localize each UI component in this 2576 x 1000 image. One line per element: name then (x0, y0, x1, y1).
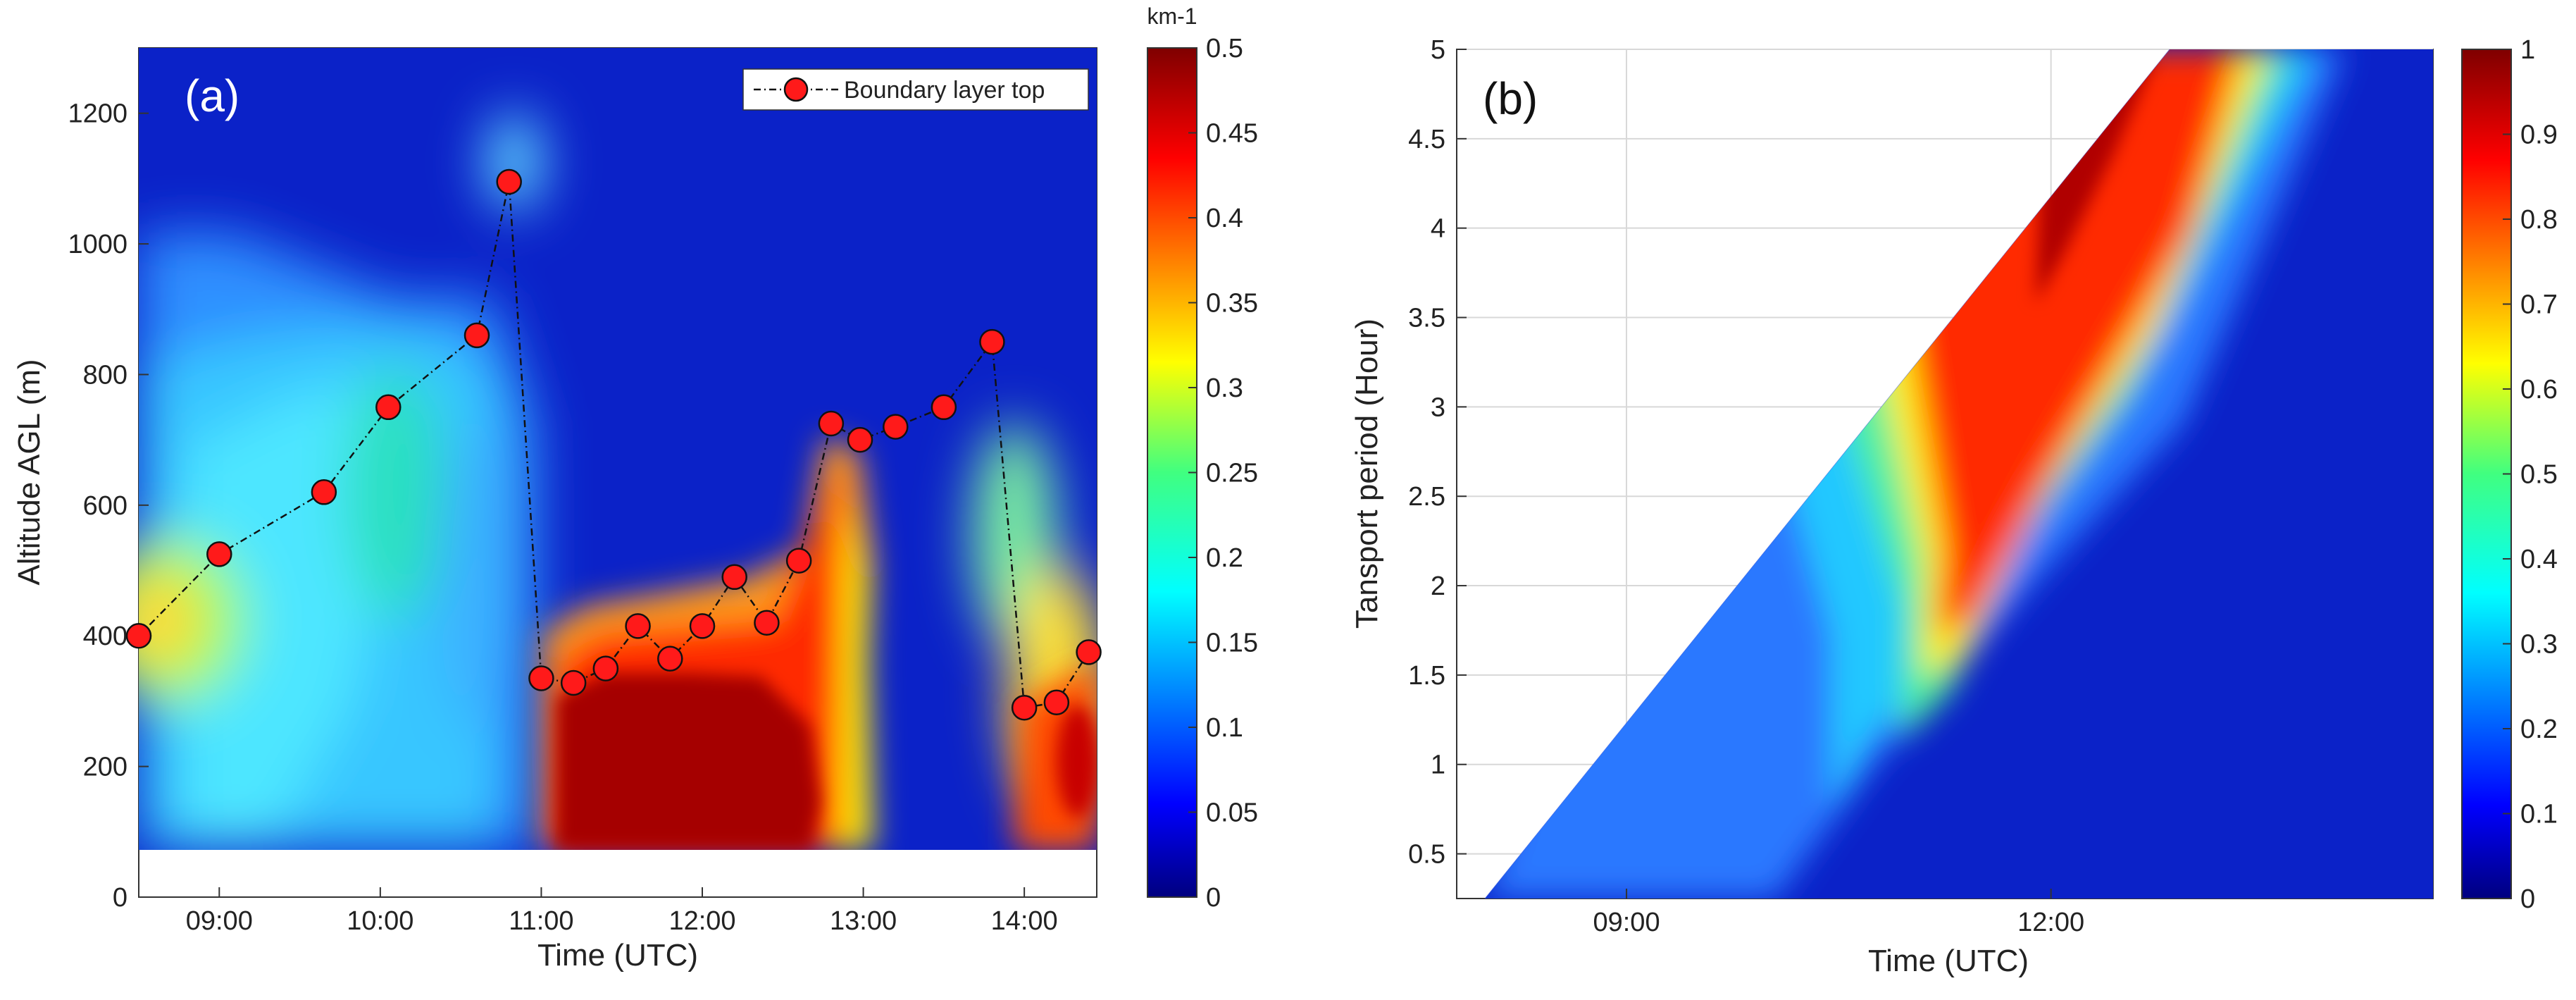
panel-b-colorbar: 0 0.1 0.2 0.3 0.4 0.5 0.6 0.7 0.8 0.9 1 (2461, 35, 2558, 914)
panel-a-ytick-label: 1200 (68, 99, 127, 129)
panel-b-ytick-label: 1 (1431, 751, 1445, 780)
panel-a-ytick-label: 400 (83, 622, 127, 651)
panel-a-legend: Boundary layer top (742, 68, 1089, 111)
boundary-layer-point (528, 665, 554, 691)
panel-a-ytick-label: 1000 (68, 230, 127, 259)
colorbar-a-tick-label: 0.4 (1206, 204, 1243, 233)
panel-a-xtick-label: 09:00 (186, 906, 253, 936)
colorbar-b-tick-label: 1 (2520, 35, 2535, 65)
boundary-layer-point (625, 613, 651, 639)
colorbar-b-tick-label: 0 (2520, 884, 2535, 914)
colorbar-a-tick-label: 0.2 (1206, 543, 1243, 573)
boundary-layer-point (1011, 694, 1038, 721)
boundary-layer-point (125, 622, 152, 649)
boundary-layer-point (1076, 639, 1102, 665)
panel-b-axis-ticks: 09:00 12:00 0.5 1 1.5 2 2.5 3 3.5 4 4.5 5 (1408, 35, 2084, 937)
legend-label: Boundary layer top (844, 77, 1045, 104)
colorbar-a-tick-label: 0.45 (1206, 119, 1258, 149)
panel-b-ylabel: Tansport period (Hour) (1350, 319, 1384, 629)
colorbar-a-tick-label: 0.3 (1206, 374, 1243, 403)
panel-b-ytick-label: 3.5 (1408, 304, 1445, 333)
panel-a-ytick-label: 0 (113, 883, 127, 913)
panel-a-xtick-label: 10:00 (347, 906, 413, 936)
panel-b-xtick-label: 12:00 (2017, 908, 2084, 937)
colorbar-b-tick-label: 0.9 (2520, 121, 2558, 150)
colorbar-b-tick-label: 0.3 (2520, 630, 2558, 660)
panel-b-ytick-label: 0.5 (1408, 840, 1445, 870)
colorbar-b-tick-label: 0.1 (2520, 800, 2558, 829)
legend-marker-swatch (783, 77, 809, 102)
colorbar-b-tick-label: 0.4 (2520, 545, 2558, 574)
boundary-layer-point (818, 410, 845, 437)
boundary-layer-point (560, 669, 587, 696)
panel-a-heatmap (139, 48, 1097, 850)
colorbar-a-tick-label: 0.5 (1206, 34, 1243, 63)
panel-a-xtick-label: 13:00 (830, 906, 897, 936)
panel-a-ytick-label: 200 (83, 753, 127, 782)
colorbar-b-ticks: 0 0.1 0.2 0.3 0.4 0.5 0.6 0.7 0.8 0.9 1 (2503, 35, 2558, 914)
panel-b-label: (b) (1483, 73, 1538, 124)
panel-a-label: (a) (185, 70, 239, 121)
colorbar-a-tick-label: 0.35 (1206, 289, 1258, 319)
colorbar-a-ticks: 0 0.05 0.1 0.15 0.2 0.25 0.3 0.35 0.4 0.45 0.5 (1188, 34, 1258, 913)
panel-b: 09:00 12:00 0.5 1 1.5 2 2.5 3 3.5 4 4.5 5 (b) Time … (1350, 35, 2558, 978)
colorbar-b-tick-label: 0.5 (2520, 460, 2558, 490)
colorbar-b-tick-label: 0.7 (2520, 290, 2558, 320)
boundary-layer-point (847, 426, 873, 453)
panel-b-ytick-label: 2 (1431, 572, 1445, 601)
boundary-layer-point (311, 479, 337, 505)
boundary-layer-point (785, 548, 812, 574)
boundary-layer-point (931, 394, 957, 421)
boundary-layer-point (721, 564, 747, 591)
panel-b-diagonal-edge (1484, 49, 2170, 899)
boundary-layer-point (883, 414, 909, 440)
boundary-layer-point (689, 613, 716, 639)
panel-a-ytick-label: 600 (83, 491, 127, 521)
panel-b-ytick-label: 5 (1431, 35, 1445, 65)
boundary-layer-point (375, 394, 402, 421)
boundary-layer-point (657, 646, 683, 672)
panel-b-xlabel: Time (UTC) (1868, 944, 2029, 978)
panel-b-ytick-label: 1.5 (1408, 661, 1445, 691)
colorbar-b-tick-label: 0.6 (2520, 375, 2558, 405)
boundary-layer-point (463, 322, 490, 349)
boundary-layer-point (206, 541, 232, 567)
panel-b-ytick-label: 4 (1431, 214, 1445, 244)
panel-b-ytick-label: 3 (1431, 393, 1445, 422)
panel-a-axis-ticks: 09:00 10:00 11:00 12:00 13:00 14:00 0 200 400 600… (68, 99, 1057, 936)
panel-a-ylabel: Altitude AGL (m) (12, 359, 46, 585)
colorbar-b-tick-label: 0.2 (2520, 715, 2558, 744)
panel-a-xtick-label: 12:00 (668, 906, 735, 936)
boundary-layer-point (979, 328, 1005, 355)
colorbar-a-tick-label: 0.15 (1206, 629, 1258, 658)
panel-b-ytick-label: 2.5 (1408, 482, 1445, 512)
colorbar-a-tick-label: 0.1 (1206, 713, 1243, 743)
panel-a-ytick-label: 800 (83, 360, 127, 390)
boundary-layer-point (496, 168, 522, 195)
panel-b-xtick-label: 09:00 (1593, 908, 1660, 937)
boundary-layer-markers (125, 168, 1102, 721)
panel-a-xtick-label: 11:00 (509, 906, 573, 936)
boundary-layer-point (754, 610, 780, 636)
colorbar-a-tick-label: 0.05 (1206, 798, 1258, 828)
panel-a-xtick-label: 14:00 (991, 906, 1058, 936)
colorbar-a-tick-label: 0.25 (1206, 459, 1258, 488)
boundary-layer-point (592, 655, 619, 681)
panel-a: 09:00 10:00 11:00 12:00 13:00 14:00 0 200 400 600… (12, 4, 1258, 973)
panel-a-xlabel: Time (UTC) (537, 938, 698, 973)
colorbar-a-unit: km-1 (1147, 4, 1197, 29)
panel-b-ytick-label: 4.5 (1408, 125, 1445, 154)
panel-a-colorbar: km-1 0 0.05 0.1 0.15 0.2 0.25 0.3 0.35 0.4 0.45 0.… (1147, 4, 1258, 913)
colorbar-b-tick-label: 0.8 (2520, 205, 2558, 235)
boundary-layer-point (1043, 689, 1070, 716)
colorbar-a-tick-label: 0 (1206, 883, 1221, 913)
